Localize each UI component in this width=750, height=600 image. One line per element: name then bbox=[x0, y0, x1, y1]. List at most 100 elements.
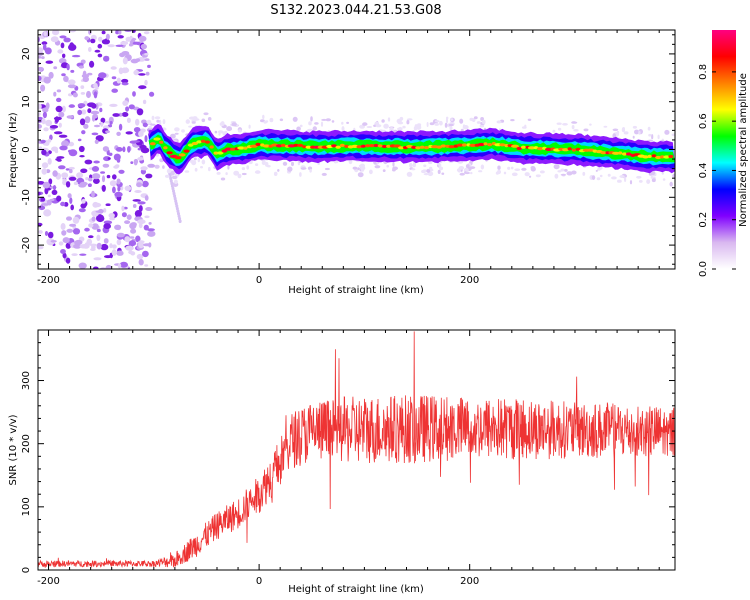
spectrogram-noise-cell bbox=[42, 111, 48, 119]
spectrogram-noise-cell bbox=[130, 228, 137, 234]
spectrogram-halo-cell bbox=[638, 180, 643, 183]
spectrogram-noise-cell bbox=[127, 146, 131, 153]
spectrogram-noise-cell bbox=[111, 76, 117, 80]
spectrogram-peak-cell bbox=[448, 145, 455, 149]
spectrogram-peak-cell bbox=[663, 155, 670, 159]
spectrogram-peak-cell bbox=[536, 147, 544, 151]
spectrogram-halo-cell bbox=[200, 166, 203, 169]
spectrogram-halo-cell bbox=[320, 121, 324, 127]
spectrogram-halo-cell bbox=[459, 118, 464, 124]
spectrogram-noise-cell bbox=[49, 125, 59, 129]
spectrogram-halo-cell bbox=[184, 170, 190, 173]
spectrogram-noise-cell bbox=[139, 144, 147, 149]
spectrogram-halo-cell bbox=[566, 171, 573, 176]
y-tick-label: 100 bbox=[21, 497, 32, 516]
spectrogram-halo-cell bbox=[362, 122, 368, 126]
spectrogram-halo-cell bbox=[535, 174, 541, 178]
spectrogram-noise-cell bbox=[145, 173, 153, 179]
spectrogram-noise-cell bbox=[38, 191, 41, 196]
spectrogram-noise-cell bbox=[56, 97, 62, 103]
spectrogram-noise-cell bbox=[121, 82, 129, 86]
spectrogram-halo-cell bbox=[321, 172, 327, 176]
spectrogram-noise-cell bbox=[89, 243, 98, 247]
spectrogram-halo-cell bbox=[562, 123, 568, 126]
spectrogram-noise-cell bbox=[128, 240, 137, 247]
spectrogram-noise-cell bbox=[69, 223, 77, 227]
spectrogram-peak-cell bbox=[360, 144, 366, 148]
spectrogram-halo-cell bbox=[241, 172, 247, 176]
spectrogram-peak-cell bbox=[183, 149, 190, 153]
spectrogram-halo-cell bbox=[287, 166, 293, 172]
spectrogram-halo-cell bbox=[174, 132, 179, 135]
spectrogram-noise-cell bbox=[65, 257, 71, 264]
spectrogram-noise-cell bbox=[58, 111, 65, 118]
spectrogram-peak-cell bbox=[209, 145, 214, 149]
spectrogram-noise-cell bbox=[126, 214, 132, 220]
spectrogram-noise-cell bbox=[81, 198, 86, 204]
spectrogram-halo-cell bbox=[448, 123, 454, 127]
spectrogram-noise-cell bbox=[105, 130, 110, 133]
spectrogram-halo-cell bbox=[571, 125, 575, 130]
spectrogram-noise-cell bbox=[124, 220, 131, 225]
spectrogram-peak-cell bbox=[625, 152, 632, 156]
spectrogram-halo-cell bbox=[220, 177, 226, 181]
spectrogram-noise-cell bbox=[84, 159, 93, 165]
spectrogram-peak-cell bbox=[477, 142, 485, 147]
spectrogram-halo-cell bbox=[647, 126, 651, 131]
spectrogram-noise-cell bbox=[63, 75, 69, 82]
spectrogram-noise-cell bbox=[144, 53, 149, 56]
spectrogram-halo-cell bbox=[560, 173, 567, 176]
spectrogram-noise-cell bbox=[60, 249, 66, 254]
spectrogram-halo-cell bbox=[260, 119, 265, 123]
spectrogram-noise-cell bbox=[54, 116, 60, 123]
spectrogram-halo-cell bbox=[571, 170, 577, 175]
spectrogram-peak-cell bbox=[191, 141, 199, 146]
spectrogram-halo-cell bbox=[634, 129, 639, 135]
spectrogram-halo-cell bbox=[201, 118, 206, 123]
spectrogram-noise-cell bbox=[142, 250, 149, 258]
spectrogram-halo-cell bbox=[421, 169, 426, 174]
spectrogram-halo-cell bbox=[434, 120, 440, 123]
snr-y-label: SNR (10 * v/v) bbox=[8, 414, 19, 485]
spectrogram-noise-cell bbox=[114, 224, 122, 230]
spectrogram-halo-cell bbox=[357, 172, 364, 178]
spectrogram-noise-cell bbox=[56, 195, 62, 202]
spectrogram-halo-cell bbox=[530, 166, 536, 172]
spectrogram-halo-cell bbox=[651, 178, 656, 183]
spectrogram-noise-cell bbox=[91, 173, 101, 180]
colorbar-tick-label: 0.6 bbox=[698, 113, 709, 129]
spectrogram-halo-cell bbox=[657, 134, 660, 140]
spectrogram-noise-cell bbox=[98, 214, 102, 218]
spectrogram-noise-cell bbox=[132, 91, 136, 97]
spectrogram-noise-cell bbox=[93, 124, 101, 128]
spectrogram-noise-cell bbox=[83, 123, 89, 129]
spectrogram-noise-cell bbox=[118, 112, 123, 117]
spectrogram-noise-cell bbox=[138, 259, 144, 266]
spectrogram-noise-cell bbox=[135, 118, 140, 126]
snr-panel: -200 0 200 0 100 200 300 Height of straight l… bbox=[8, 329, 676, 595]
spectrogram-noise-region bbox=[38, 30, 182, 269]
spectrogram-noise-cell bbox=[121, 212, 127, 218]
spectrogram-halo-cell bbox=[498, 128, 501, 131]
spectrogram-noise-cell bbox=[97, 53, 103, 58]
chart-title: S132.2023.044.21.53.G08 bbox=[270, 3, 441, 18]
spectrogram-halo-cell bbox=[381, 119, 385, 123]
spectrogram-noise-cell bbox=[88, 177, 93, 182]
spectrogram-halo-cell bbox=[324, 167, 330, 171]
spectrogram-peak-cell bbox=[205, 140, 210, 144]
spectrogram-x-axis: -200 0 200 bbox=[37, 30, 660, 286]
spectrogram-peak-cell bbox=[230, 147, 236, 151]
spectrogram-halo-cell bbox=[190, 159, 194, 164]
spectrogram-noise-cell bbox=[105, 33, 110, 40]
spectrogram-noise-cell bbox=[86, 90, 91, 99]
spectrogram-noise-cell bbox=[67, 193, 72, 199]
spectrogram-noise-cell bbox=[78, 145, 85, 153]
spectrogram-halo-cell bbox=[560, 168, 565, 172]
spectrogram-peak-cell bbox=[335, 145, 341, 149]
spectrogram-noise-cell bbox=[81, 109, 87, 115]
spectrogram-halo-cell bbox=[595, 169, 598, 172]
spectrogram-noise-cell bbox=[117, 186, 121, 192]
spectrogram-halo-cell bbox=[197, 157, 200, 163]
spectrogram-noise-cell bbox=[103, 208, 107, 213]
